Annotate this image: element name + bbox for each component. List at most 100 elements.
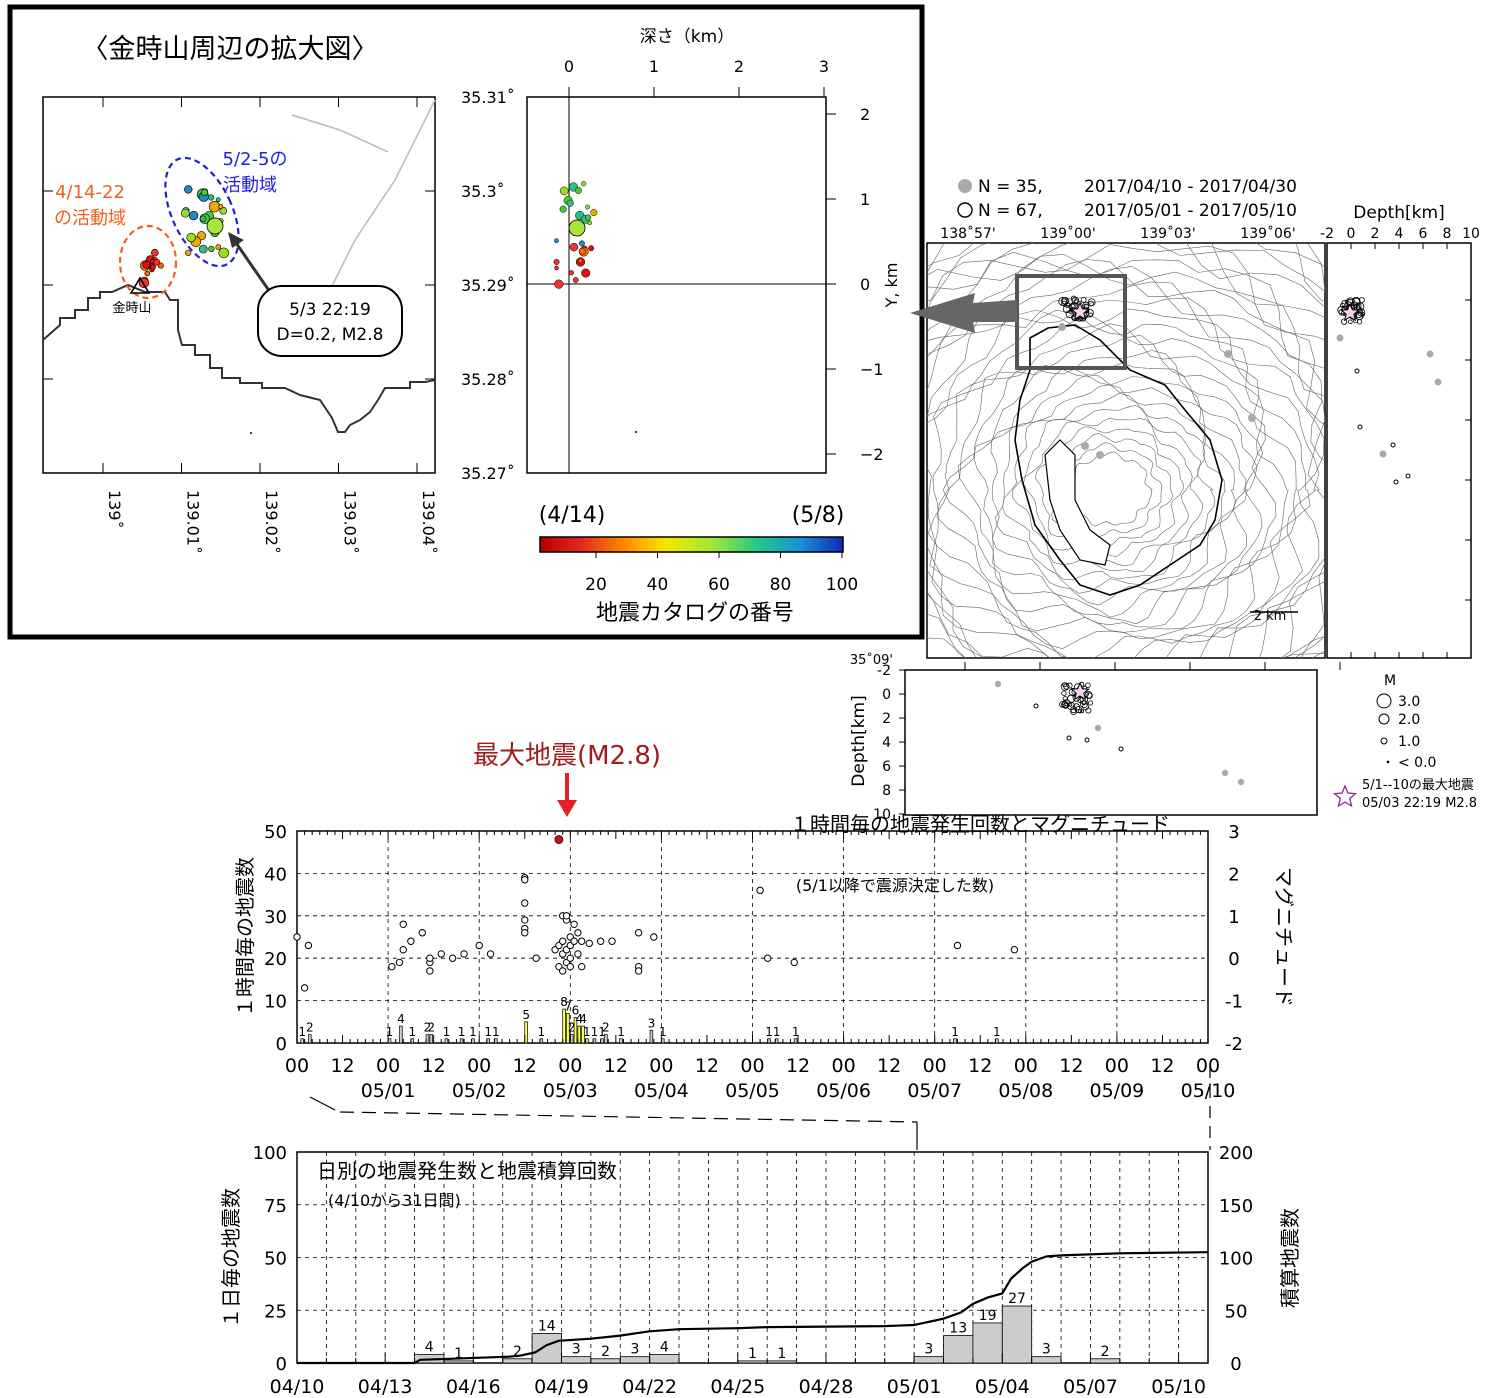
hourly-hour-label: 00 <box>376 1055 400 1077</box>
hourly-bar <box>562 1008 566 1044</box>
hourly-hour-label: 00 <box>923 1055 947 1077</box>
contour-line <box>942 350 1264 628</box>
inset-lon-label: 139.02˚ <box>262 490 281 554</box>
magnitude-point <box>574 929 582 937</box>
mag-legend-30: 3.0 <box>1398 694 1420 710</box>
bottom-depth-tick-label: 4 <box>882 735 891 751</box>
daily-bar-label: 1 <box>748 1346 757 1362</box>
contour-line <box>1002 392 1216 580</box>
magnitude-point <box>407 937 415 945</box>
contour-line <box>1022 417 1193 567</box>
magnitude-point <box>650 933 658 941</box>
inset-lon-label: 139.03˚ <box>341 490 360 554</box>
contour-line <box>927 243 1325 658</box>
hourly-hour-label: 00 <box>1105 1055 1129 1077</box>
hourly-bar <box>581 1025 585 1044</box>
bottom-depth-tick-label: 2 <box>882 711 891 727</box>
inset-lat-label: 35.31˚ <box>461 88 515 107</box>
bottom-depth-tick-label: -2 <box>877 663 891 679</box>
right-hypocenter-dot <box>1358 297 1365 304</box>
blue-activity-ellipse <box>164 156 240 268</box>
hourly-bar-label: 4 <box>579 1012 587 1026</box>
hypocenter-dot <box>585 204 590 210</box>
daily-ytick-label: 100 <box>253 1143 287 1164</box>
hourly-bar-label: 1 <box>765 1025 773 1039</box>
map-epicenter-gray-dot <box>1081 442 1089 450</box>
daily-date-label: 04/28 <box>799 1376 854 1398</box>
hourly-date-label: 05/02 <box>452 1080 507 1102</box>
hourly-bar <box>308 1034 312 1044</box>
hourly-bar-label: 1 <box>951 1025 959 1039</box>
depth-tick-label: 3 <box>819 57 829 76</box>
magnitude-point <box>399 920 407 928</box>
bottom-hypocenter-dot <box>1082 703 1090 711</box>
hourly-hour-label: 00 <box>1014 1055 1038 1077</box>
bottom-hypocenter-dot <box>1064 702 1069 706</box>
hourly-ytick-label: 50 <box>264 822 287 843</box>
hypocenter-dot <box>559 205 567 213</box>
epicenter-dot <box>184 185 193 194</box>
contour-line <box>927 243 1325 302</box>
right-hypocenter-dot <box>1348 319 1353 325</box>
legend-open-dates: 2017/05/01 - 2017/05/10 <box>1084 201 1297 221</box>
epicenter-dot <box>218 247 230 259</box>
magnitude-point <box>608 937 616 945</box>
hourly-bar-label: 8 <box>560 995 568 1009</box>
epicenter-dot <box>215 197 221 203</box>
mag-legend-20-icon <box>1378 713 1390 725</box>
epicenter-dot <box>150 264 156 270</box>
blue-annotation-1: 5/2-5の <box>223 149 288 170</box>
epicenter-dot <box>151 248 159 257</box>
bottom-hypocenter-dot <box>1088 700 1094 706</box>
right-depth-tick-label: 6 <box>1419 226 1428 242</box>
contour-line <box>927 251 1325 658</box>
hourly-hour-label: 12 <box>513 1055 537 1077</box>
hourly-y2tick-label: 0 <box>1228 949 1239 970</box>
mag-legend-10: 1.0 <box>1398 734 1420 750</box>
inset-lon-labels: 139˚ 139.01˚ 139.02˚ 139.03˚ 139.04˚ <box>105 490 438 554</box>
hourly-y2tick-label: 3 <box>1228 822 1239 843</box>
hourly-bar <box>573 1017 578 1044</box>
map-epicenter-gray-dot <box>1224 350 1232 358</box>
depth-section-frame <box>526 96 827 474</box>
contour-line <box>927 259 1325 658</box>
inset-lon-label: 139.04˚ <box>419 490 438 554</box>
legend-open-circle-icon <box>957 202 973 218</box>
hourly-hour-label: 00 <box>285 1055 309 1077</box>
hourly-y2tick-label: 1 <box>1228 907 1239 928</box>
bottom-depth-axis-label: Depth[km] <box>849 695 869 786</box>
inset-lat-label: 35.27˚ <box>461 464 515 483</box>
hypocenter-dot <box>569 242 579 252</box>
legend-gray-n: N = 35, <box>978 177 1043 197</box>
orange-annotation-1: 4/14-22 <box>55 182 125 203</box>
daily-ytick-label: 75 <box>264 1196 287 1217</box>
bottom-depth-tick-label: 10 <box>873 807 891 823</box>
colorbar-tick-label: 40 <box>647 575 669 595</box>
y-km-label: Y, km <box>882 263 901 309</box>
epicenter-dot <box>208 245 215 252</box>
right-depth-tick-label: 2 <box>1371 226 1380 242</box>
bottom-hypocenter-dot <box>1084 737 1090 743</box>
hourly-bar-label: 2 <box>424 1021 432 1035</box>
magnitude-point <box>448 954 457 962</box>
bottom-hypocenter-dot <box>1085 682 1091 688</box>
map-epicenter-dot <box>1082 301 1090 309</box>
inset-lat-labels: 35.31˚ 35.3˚ 35.29˚ 35.28˚ 35.27˚ <box>461 88 515 483</box>
callout-line-2: D=0.2, M2.8 <box>277 325 384 345</box>
magnitude-point <box>532 954 540 962</box>
mag-legend-30-icon <box>1376 693 1392 709</box>
daily-bar-label: 3 <box>1042 1342 1051 1358</box>
right-depth-tick-label: 0 <box>1347 226 1356 242</box>
hourly-date-label: 05/08 <box>998 1080 1053 1102</box>
star-legend-1: 5/1--10の最大地震 <box>1362 778 1474 793</box>
inset-panel: 〈金時山周辺の拡大図〉 4/14-22 の活動域 5/2-5の 活動域 金時山 … <box>7 4 925 640</box>
max-epicenter-dot <box>206 217 224 235</box>
bottom-hypocenter-dot <box>1070 706 1078 714</box>
depth-tick-label: 2 <box>734 57 744 76</box>
contour-line <box>957 362 1258 625</box>
hourly-date-label: 05/10 <box>1181 1080 1236 1102</box>
zoom-connector-left-2 <box>339 1111 918 1123</box>
hourly-bar-label: 1 <box>458 1025 466 1039</box>
map-epicenter-dot <box>1070 295 1077 302</box>
